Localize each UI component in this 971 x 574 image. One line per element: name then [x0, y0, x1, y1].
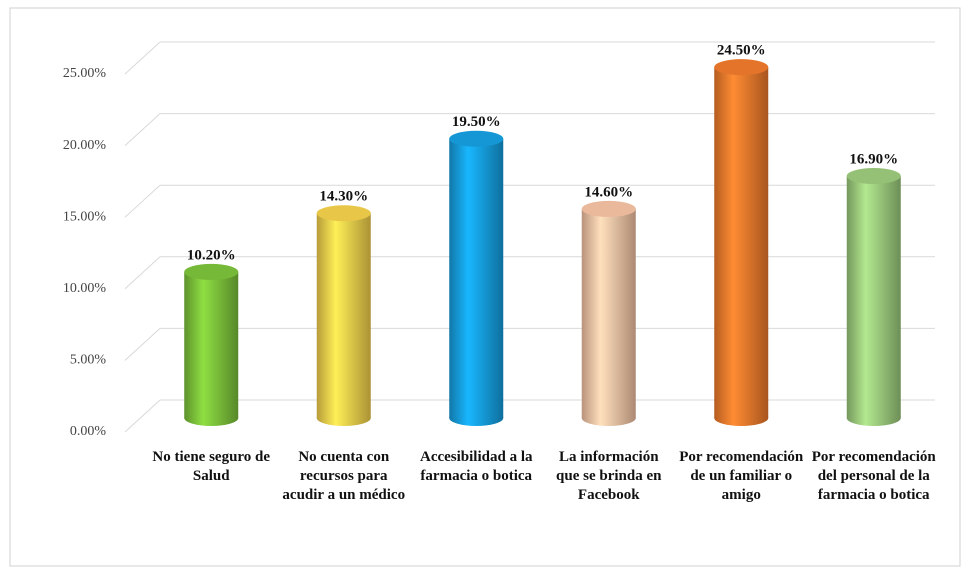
bar	[581, 208, 636, 418]
bar-top	[316, 205, 371, 222]
x-tick-label: Accesibilidad a la farmacia o botica	[419, 449, 533, 484]
frame	[9, 7, 961, 567]
y-tick-label: 10.00%	[63, 281, 107, 296]
grid-line-side	[124, 113, 161, 146]
x-tick-label: No cuenta con recursos para acudir a un …	[282, 449, 406, 503]
bar-top	[846, 167, 901, 184]
x-tick-label: Por recomendación del personal de la far…	[811, 449, 936, 503]
value-label: 24.50%	[717, 43, 766, 59]
grid-line-side	[124, 399, 161, 433]
bar-top	[184, 263, 239, 280]
bar	[316, 213, 371, 418]
x-tick-label: La información que se brinda en Facebook	[556, 449, 662, 503]
value-label: 19.50%	[452, 114, 501, 130]
bar-top	[714, 59, 769, 76]
value-label: 14.60%	[584, 184, 633, 200]
bar	[184, 271, 239, 418]
y-tick-label: 0.00%	[70, 424, 107, 439]
bar	[846, 175, 901, 418]
value-label: 10.20%	[187, 247, 236, 263]
y-tick-label: 20.00%	[63, 138, 107, 153]
bar	[714, 67, 769, 418]
y-tick-label: 25.00%	[63, 66, 107, 81]
y-tick-label: 15.00%	[63, 209, 107, 224]
value-label: 16.90%	[849, 151, 898, 167]
bar-top	[581, 200, 636, 217]
grid-line-side	[124, 41, 161, 75]
grid-line-side	[124, 184, 161, 218]
bar-top	[449, 130, 504, 147]
x-tick-label: No tiene seguro de Salud	[152, 449, 271, 484]
y-tick-label: 5.00%	[70, 353, 107, 368]
x-tick-label: Por recomendación de un familiar o amigo	[679, 449, 804, 503]
bar	[449, 138, 504, 418]
grid-line-side	[124, 328, 161, 361]
grid-line-side	[124, 256, 161, 290]
value-label: 14.30%	[319, 189, 368, 205]
